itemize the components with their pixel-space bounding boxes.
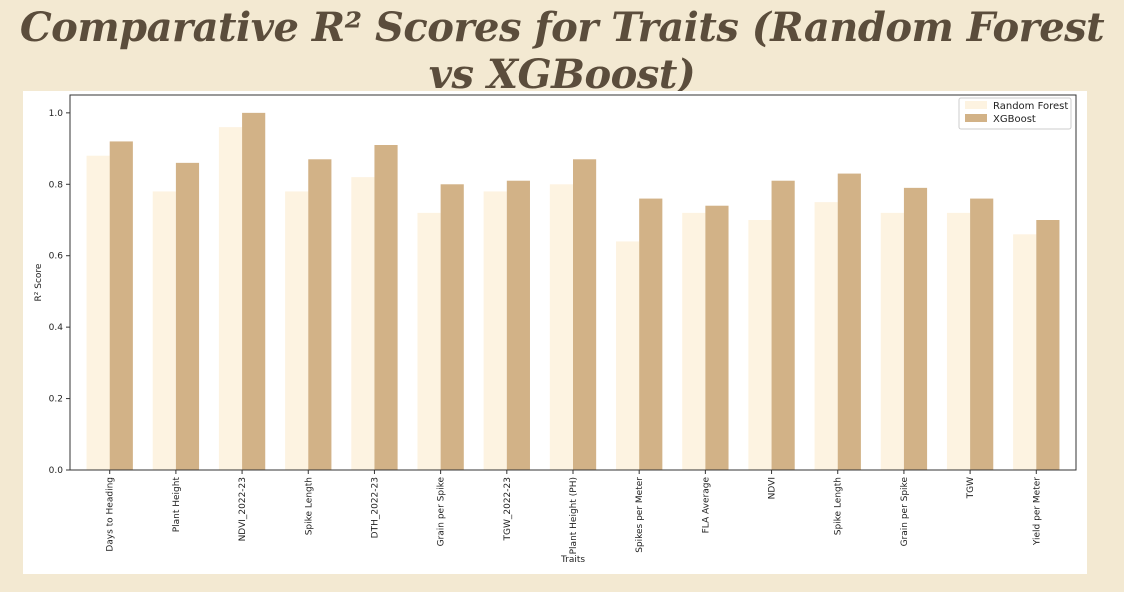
x-tick-label: Spike Length <box>304 477 314 535</box>
bar-xgboost-9 <box>705 205 729 470</box>
x-tick-label: TGW_2022-23 <box>503 477 513 541</box>
bar-xgboost-6 <box>506 180 530 470</box>
x-tick-label: Plant Height (PH) <box>569 477 579 554</box>
x-tick-label: Yield per Meter <box>1032 477 1042 546</box>
bar-random-forest-13 <box>946 212 971 470</box>
bar-random-forest-11 <box>814 202 838 470</box>
bar-random-forest-3 <box>285 191 309 470</box>
chart-panel: 0.0 0.2 0.4 0.6 0.8 1.0 Days to Heading Plant … <box>23 91 1087 574</box>
bar-random-forest-6 <box>483 191 507 470</box>
bar-random-forest-2 <box>218 127 243 470</box>
bar-xgboost-10 <box>771 180 795 470</box>
bar-random-forest-0 <box>86 155 110 470</box>
y-tick-label: 0.0 <box>49 466 64 476</box>
y-axis: 0.0 0.2 0.4 0.6 0.8 1.0 <box>49 109 70 476</box>
bar-random-forest-9 <box>682 212 706 470</box>
slide-title: Comparative R² Scores for Traits (Random… <box>19 4 1105 98</box>
bar-random-forest-1 <box>152 191 176 470</box>
x-tick-label: Grain per Spike <box>900 477 910 547</box>
y-axis-label: R² Score <box>34 263 44 301</box>
legend-label-xgboost: XGBoost <box>993 114 1036 125</box>
bar-xgboost-4 <box>374 145 398 470</box>
legend: Random Forest XGBoost <box>958 97 1072 130</box>
bar-random-forest-8 <box>616 241 640 470</box>
x-tick-label: Spike Length <box>834 477 844 535</box>
x-tick-label: Grain per Spike <box>437 477 447 547</box>
x-tick-label: FLA Average <box>701 477 711 534</box>
bar-random-forest-14 <box>1013 234 1037 470</box>
x-tick-label: Spikes per Meter <box>635 477 645 553</box>
bar-random-forest-10 <box>748 220 772 470</box>
y-tick-label: 1.0 <box>49 109 64 119</box>
y-tick-label: 0.8 <box>49 180 64 190</box>
x-axis-label: Traits <box>560 555 585 565</box>
bar-xgboost-13 <box>970 198 994 471</box>
bar-xgboost-5 <box>440 184 464 470</box>
x-tick-label: Plant Height <box>172 477 182 533</box>
bar-xgboost-1 <box>175 162 200 470</box>
bar-random-forest-4 <box>351 177 375 470</box>
legend-swatch-xgboost <box>965 114 987 122</box>
legend-swatch-random-forest <box>965 101 987 109</box>
legend-label-random-forest: Random Forest <box>993 101 1068 112</box>
x-tick-label: DTH_2022-23 <box>370 477 380 538</box>
bar-xgboost-14 <box>1036 220 1060 470</box>
y-tick-label: 0.6 <box>49 252 64 262</box>
x-axis: Days to Heading Plant Height NDVI_2022-23 S… <box>106 470 1042 554</box>
y-tick-label: 0.2 <box>49 395 63 405</box>
x-tick-label: Days to Heading <box>106 477 116 552</box>
bar-xgboost-3 <box>308 159 332 470</box>
bar-xgboost-12 <box>903 187 928 470</box>
bar-xgboost-11 <box>837 173 861 471</box>
bar-random-forest-12 <box>880 212 904 470</box>
x-tick-label: NDVI_2022-23 <box>238 477 248 541</box>
bar-xgboost-7 <box>573 159 597 470</box>
bar-xgboost-2 <box>242 112 266 470</box>
bar-random-forest-7 <box>549 184 573 470</box>
bar-xgboost-0 <box>109 141 133 470</box>
bar-xgboost-8 <box>639 198 663 471</box>
bars-group <box>86 112 1060 471</box>
plot-frame <box>69 94 1077 471</box>
y-tick-label: 0.4 <box>49 323 64 333</box>
bar-random-forest-5 <box>417 212 441 470</box>
bar-chart: 0.0 0.2 0.4 0.6 0.8 1.0 Days to Heading Plant … <box>34 94 1077 565</box>
x-tick-label: TGW <box>966 477 976 499</box>
x-tick-label: NDVI <box>768 477 778 499</box>
